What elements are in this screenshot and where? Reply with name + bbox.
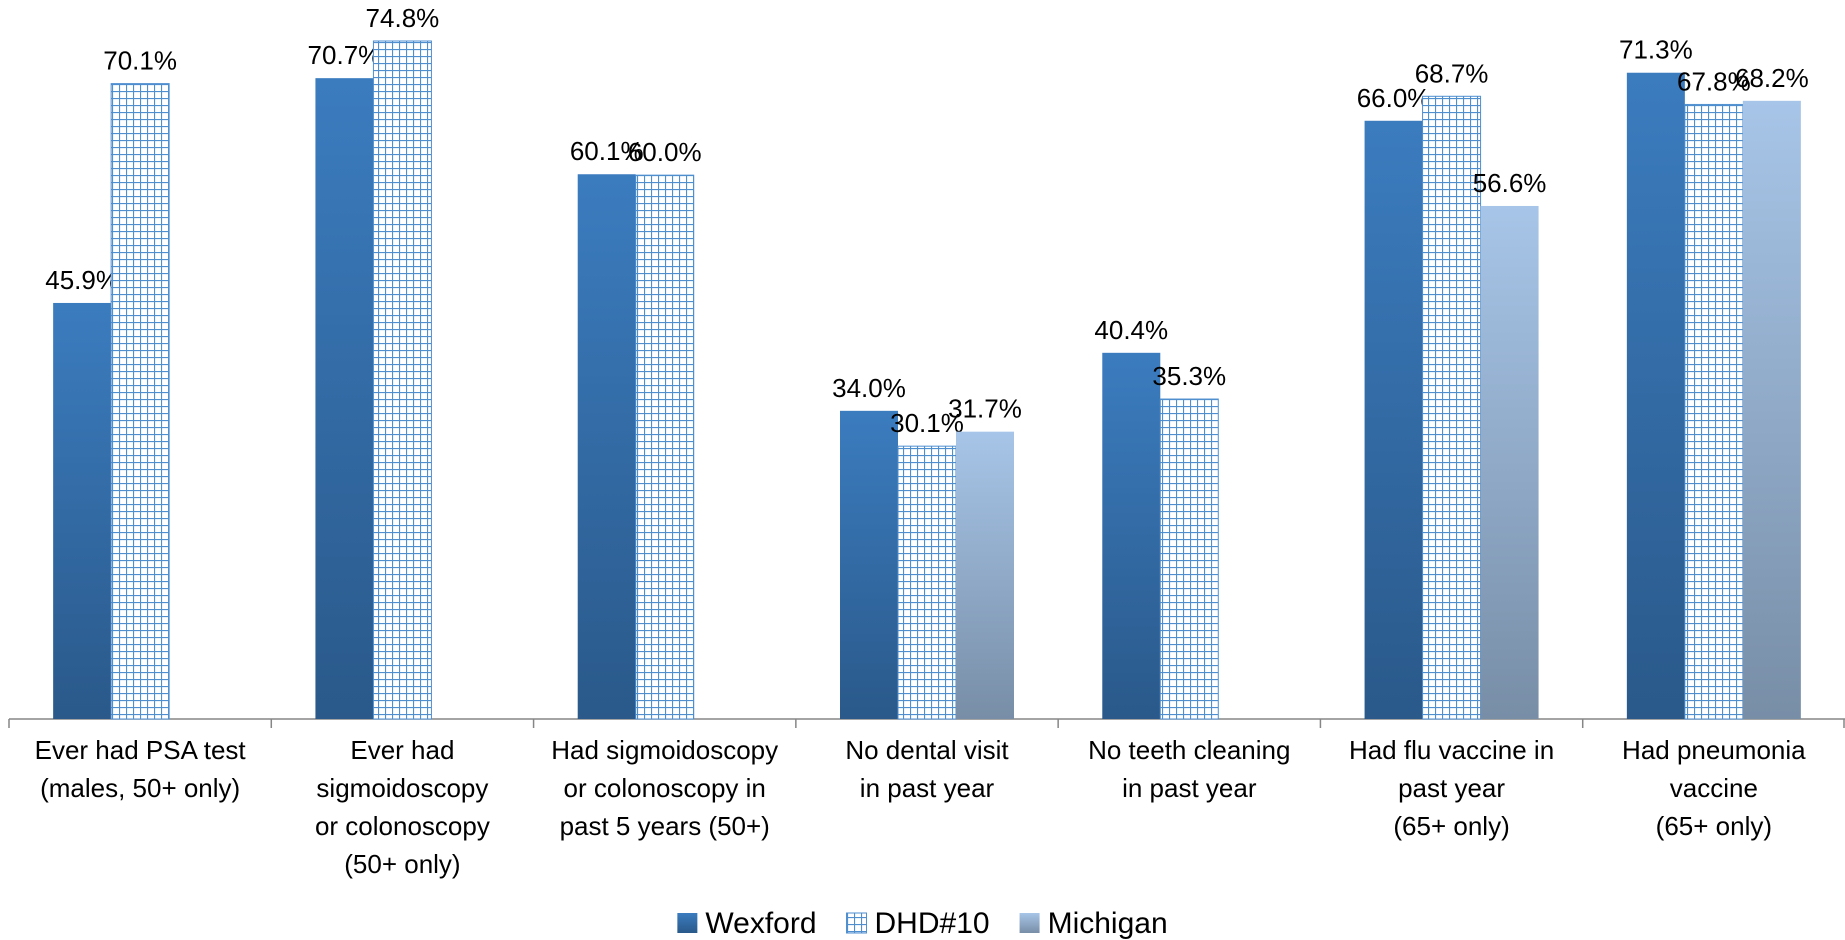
bar — [110, 83, 170, 720]
bar — [1626, 72, 1685, 719]
bar — [1364, 120, 1423, 720]
legend-label: Wexford — [705, 907, 816, 940]
bar — [840, 410, 898, 719]
bar — [1102, 352, 1161, 719]
data-label: 68.7% — [1415, 58, 1489, 88]
data-label: 31.7% — [948, 394, 1022, 424]
data-label: 66.0% — [1357, 83, 1431, 113]
legend-swatch — [846, 912, 868, 934]
data-label: 67.8% — [1677, 66, 1751, 96]
data-label: 40.4% — [1094, 315, 1168, 345]
x-tick-label: Ever had PSA test (males, 50+ only) — [34, 735, 246, 803]
data-label: 35.3% — [1152, 361, 1226, 391]
data-label: 74.8% — [366, 3, 440, 33]
x-tick-label: No dental visit in past year — [845, 735, 1009, 803]
bar — [372, 40, 432, 720]
bar — [1480, 205, 1539, 719]
x-tick-label: Had sigmoidoscopy or colonoscopy in past… — [551, 735, 779, 841]
bar — [956, 431, 1014, 719]
bar — [1742, 100, 1801, 720]
x-tick-label: No teeth cleaning in past year — [1088, 735, 1291, 803]
data-label: 60.0% — [628, 137, 702, 167]
legend-swatch — [1019, 913, 1040, 933]
data-label: 70.7% — [308, 40, 382, 70]
data-label: 71.3% — [1619, 35, 1693, 65]
data-label: 30.1% — [890, 408, 964, 438]
x-tick-label: Ever had sigmoidoscopy or colonoscopy (5… — [314, 735, 490, 879]
bar — [315, 78, 374, 719]
legend-label: Michigan — [1048, 907, 1168, 940]
bar — [897, 445, 957, 720]
bar — [635, 174, 695, 720]
legend-swatch — [677, 913, 698, 933]
legend-label: DHD#10 — [875, 907, 990, 940]
bar — [1422, 95, 1482, 720]
x-tick-label: Had pneumonia vaccine (65+ only) — [1622, 735, 1806, 841]
data-label: 45.9% — [45, 265, 119, 295]
data-label: 56.6% — [1473, 168, 1547, 198]
bar — [1684, 103, 1744, 720]
data-label: 34.0% — [832, 373, 906, 403]
bar — [1159, 398, 1219, 720]
bar — [53, 302, 112, 719]
data-label: 60.1% — [570, 136, 644, 166]
data-label: 70.1% — [103, 46, 177, 76]
x-tick-label: Had flu vaccine in past year (65+ only) — [1348, 735, 1555, 841]
bar — [577, 174, 636, 719]
data-label: 68.2% — [1735, 63, 1809, 93]
